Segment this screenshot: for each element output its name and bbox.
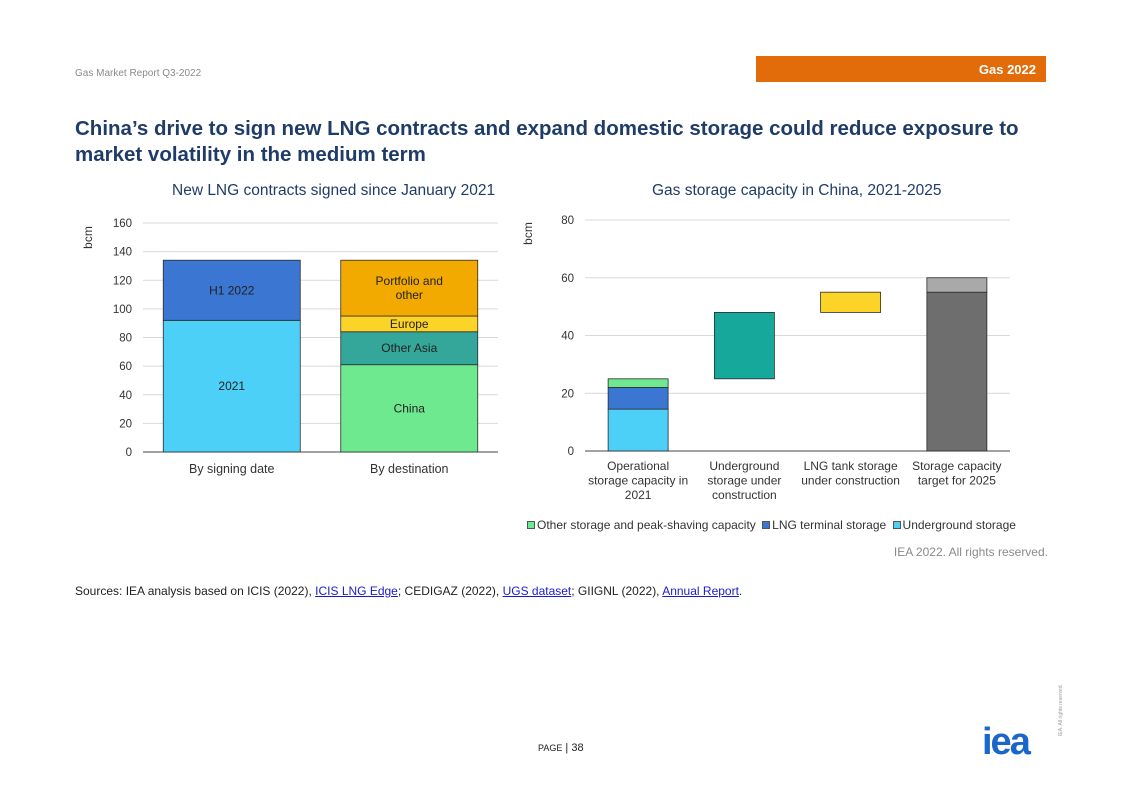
bar-segment bbox=[926, 277, 988, 293]
x-tick-label: target for 2025 bbox=[918, 474, 996, 488]
sources-text: Sources: IEA analysis based on ICIS (202… bbox=[75, 584, 316, 598]
segment-label: 2021 bbox=[218, 379, 245, 393]
legend-label: Other storage and peak-shaving capacity bbox=[537, 518, 756, 532]
y-tick-label: 160 bbox=[113, 218, 132, 230]
legend-item-other-storage: Other storage and peak-shaving capacity bbox=[527, 518, 756, 532]
annual-report-link[interactable]: Annual Report bbox=[662, 584, 739, 598]
chart1-title: New LNG contracts signed since January 2… bbox=[172, 182, 496, 199]
x-tick-label: construction bbox=[712, 488, 777, 502]
x-tick-label: Storage capacity bbox=[912, 459, 1001, 473]
segment-label: Portfolio and bbox=[376, 274, 443, 288]
bar-segment bbox=[607, 387, 669, 410]
legend-swatch bbox=[527, 521, 535, 529]
y-axis-label: bcm bbox=[521, 222, 535, 245]
x-tick-label: Underground bbox=[709, 459, 779, 473]
ugs-dataset-link[interactable]: UGS dataset bbox=[502, 584, 572, 598]
bar-segment bbox=[607, 408, 669, 452]
y-tick-label: 140 bbox=[113, 247, 132, 259]
segment-label: other bbox=[396, 288, 423, 302]
y-axis-label: bcm bbox=[81, 226, 95, 249]
iea-logo: iea bbox=[982, 721, 1031, 763]
y-tick-label: 0 bbox=[126, 447, 132, 459]
y-tick-label: 80 bbox=[561, 215, 574, 227]
sources-text: ; GIIGNL (2022), bbox=[571, 584, 663, 598]
y-tick-label: 60 bbox=[119, 361, 132, 373]
legend-label: LNG terminal storage bbox=[772, 518, 887, 532]
legend-swatch bbox=[762, 521, 771, 529]
bar-segment bbox=[340, 364, 479, 453]
y-tick-label: 60 bbox=[561, 273, 574, 285]
sources-text: ; CEDIGAZ (2022), bbox=[397, 584, 503, 598]
copyright-note: IEA 2022. All rights reserved. bbox=[893, 545, 1048, 559]
legend-label: Underground storage bbox=[902, 518, 1016, 532]
icis-lng-edge-link[interactable]: ICIS LNG Edge bbox=[315, 584, 398, 598]
page-title: China’s drive to sign new LNG contracts … bbox=[75, 117, 1019, 166]
lng-contracts-chart: 0 20 40 60 80 100 120 140 160 bcm 2021 H1 2022 By si… bbox=[81, 218, 498, 476]
page-label: Page bbox=[538, 743, 563, 753]
x-tick-label: LNG tank storage bbox=[804, 459, 898, 473]
y-tick-label: 80 bbox=[119, 333, 132, 345]
y-tick-label: 100 bbox=[113, 304, 132, 316]
page-number-value: | 38 bbox=[565, 742, 584, 754]
bar-segment bbox=[713, 311, 775, 380]
chart2-legend: Other storage and peak-shaving capacity … bbox=[527, 518, 1019, 532]
bar-segment bbox=[340, 259, 479, 317]
y-tick-label: 120 bbox=[113, 275, 132, 287]
x-tick-label: 2021 bbox=[625, 488, 652, 502]
x-tick-label: under construction bbox=[801, 474, 900, 488]
legend-item-lng-terminal: LNG terminal storage bbox=[762, 518, 886, 532]
sources-note: Sources: IEA analysis based on ICIS (202… bbox=[75, 584, 742, 598]
segment-label: Europe bbox=[390, 317, 429, 331]
sources-text: . bbox=[738, 584, 743, 598]
x-tick-label: storage under bbox=[707, 474, 781, 488]
y-tick-label: 20 bbox=[561, 388, 574, 400]
x-tick-label: storage capacity in bbox=[588, 474, 688, 488]
bar-segment bbox=[340, 331, 479, 366]
segment-label: Other Asia bbox=[381, 341, 437, 355]
side-rights-note: IEA. All rights reserved. bbox=[1058, 684, 1064, 736]
section-banner: Gas 2022 bbox=[756, 56, 1046, 82]
y-tick-label: 40 bbox=[119, 390, 132, 402]
y-tick-label: 40 bbox=[561, 331, 574, 343]
x-tick-label: By destination bbox=[370, 462, 449, 476]
bar-segment bbox=[607, 378, 669, 388]
chart2-title: Gas storage capacity in China, 2021-2025 bbox=[652, 182, 942, 199]
bar-segment bbox=[820, 291, 882, 313]
legend-item-underground: Underground storage bbox=[892, 518, 1016, 532]
page-number: Page | 38 bbox=[538, 742, 584, 754]
y-tick-label: 20 bbox=[119, 418, 132, 430]
report-name: Gas Market Report Q3-2022 bbox=[75, 68, 202, 79]
x-tick-label: By signing date bbox=[189, 462, 275, 476]
segment-label: China bbox=[394, 401, 426, 415]
bar-segment bbox=[926, 291, 988, 452]
segment-label: H1 2022 bbox=[209, 283, 255, 297]
y-tick-label: 0 bbox=[568, 446, 574, 458]
x-tick-label: Operational bbox=[607, 459, 669, 473]
legend-swatch bbox=[892, 521, 901, 529]
bar-segment bbox=[162, 259, 301, 321]
